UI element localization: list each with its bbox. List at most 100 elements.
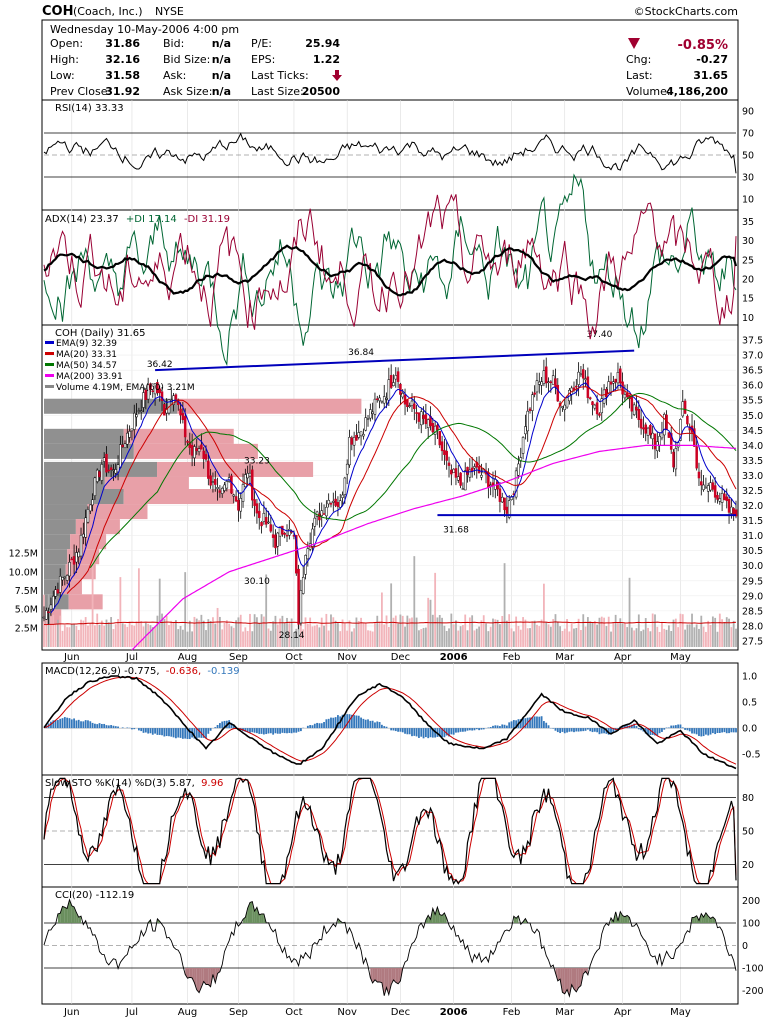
volume-tick-label: 2.5M	[15, 623, 38, 634]
volume-bar	[320, 617, 323, 647]
candle-body	[72, 556, 76, 565]
cci-overbought-fill	[78, 916, 82, 923]
volume-bar	[679, 613, 682, 647]
macd-histogram-bar	[559, 728, 562, 734]
volume-bar	[651, 613, 654, 647]
candle-body	[669, 432, 673, 450]
macd-histogram-bar	[283, 728, 286, 734]
quote-label: Bid:	[163, 37, 184, 50]
volume-bar	[468, 617, 471, 647]
volume-bar	[580, 629, 582, 647]
volume-bar	[175, 620, 177, 647]
candle-body	[561, 406, 564, 409]
x-tick-label: May	[670, 652, 691, 663]
x-tick-label: 2006	[440, 652, 468, 663]
volume-bar	[133, 625, 136, 647]
macd-histogram-bar	[478, 728, 481, 731]
macd-histogram-bar	[223, 720, 226, 729]
volume-bar	[374, 622, 376, 647]
volume-bar	[66, 627, 69, 647]
candle-body	[98, 471, 101, 478]
macd-histogram-bar	[443, 728, 446, 738]
volume-bar	[455, 620, 457, 647]
candle-body	[123, 443, 127, 449]
volume-bar	[411, 617, 413, 647]
macd-histogram-bar	[346, 714, 349, 729]
candle-body	[336, 502, 340, 507]
cci-oversold-fill	[185, 968, 188, 979]
macd-histogram-bar	[84, 720, 87, 729]
candle-body	[709, 482, 712, 491]
macd-histogram-bar	[709, 728, 712, 735]
minus-di-line	[43, 193, 737, 340]
macd-histogram-bar	[94, 723, 96, 729]
macd-histogram-bar	[154, 728, 156, 734]
volume-bar	[663, 628, 666, 647]
macd-histogram-bar	[258, 728, 261, 734]
macd-histogram-bar	[179, 728, 182, 738]
candle-body	[535, 380, 539, 393]
x-tick-label: Jun	[63, 652, 80, 663]
macd-histogram-bar	[385, 726, 388, 729]
macd-histogram-bar	[725, 728, 728, 734]
volume-bar	[246, 630, 249, 647]
macd-histogram-bar	[656, 728, 659, 736]
candle-body	[193, 446, 196, 459]
macd-signal-value: -0.636,	[166, 666, 201, 677]
candle-body	[551, 375, 555, 385]
macd-histogram-bar	[207, 728, 210, 734]
macd-histogram-bar	[563, 728, 566, 734]
volume-bar	[126, 626, 129, 647]
ma50-line	[89, 392, 737, 568]
macd-histogram-bar	[107, 725, 110, 729]
volume-bar	[445, 630, 448, 647]
cci-oversold-fill	[381, 968, 385, 996]
candle-body	[61, 577, 64, 581]
candle-body	[422, 414, 425, 419]
cci-overbought-fill	[701, 913, 704, 923]
ma200-line	[131, 444, 737, 651]
cci-oversold-fill	[203, 968, 207, 985]
candle-body	[450, 469, 453, 475]
volume-bar	[462, 625, 464, 647]
x-tick-label: Aug	[178, 652, 198, 663]
macd-histogram-bar	[318, 723, 321, 729]
volume-bar	[457, 630, 460, 647]
cci-overbought-fill	[76, 912, 79, 923]
volume-bar	[466, 630, 469, 647]
y-tick-label: 10	[742, 313, 754, 324]
macd-histogram-bar	[68, 718, 71, 729]
volume-bar	[665, 629, 668, 647]
volume-bar	[422, 627, 425, 647]
y-tick-label: 70	[742, 129, 754, 140]
volume-bar	[415, 617, 418, 647]
volume-bar	[232, 627, 235, 647]
macd-histogram-bar	[522, 717, 524, 729]
y-tick-label: 37.0	[742, 351, 763, 362]
quote-table: Open: 31.86 High: 32.16 Low: 31.58 Prev Close:…	[50, 37, 728, 98]
quote-label: Last:	[626, 69, 653, 82]
volume-bar	[216, 607, 219, 647]
volume-bar	[570, 623, 573, 647]
macd-histogram-bar	[110, 725, 113, 729]
candle-body	[373, 398, 377, 415]
cci-oversold-fill	[372, 968, 375, 984]
candle-body	[507, 500, 511, 518]
macd-line	[43, 675, 737, 770]
candle-body	[278, 527, 282, 537]
candle-body	[635, 406, 638, 411]
candle-body	[82, 533, 85, 538]
cci-overbought-fill	[259, 913, 262, 923]
x-tick-label: Dec	[391, 1007, 410, 1018]
volume-bar	[191, 631, 194, 647]
candle-body	[239, 498, 242, 512]
candle-body	[473, 466, 476, 469]
macd-histogram-bar	[561, 728, 564, 732]
candle-body	[107, 469, 111, 472]
volume-bar	[281, 615, 284, 647]
macd-histogram-bar	[452, 728, 455, 735]
macd-histogram-bar	[253, 728, 256, 733]
macd-histogram-bar	[420, 728, 423, 737]
macd-histogram-bar	[87, 720, 89, 729]
volume-profile-down	[44, 443, 134, 459]
